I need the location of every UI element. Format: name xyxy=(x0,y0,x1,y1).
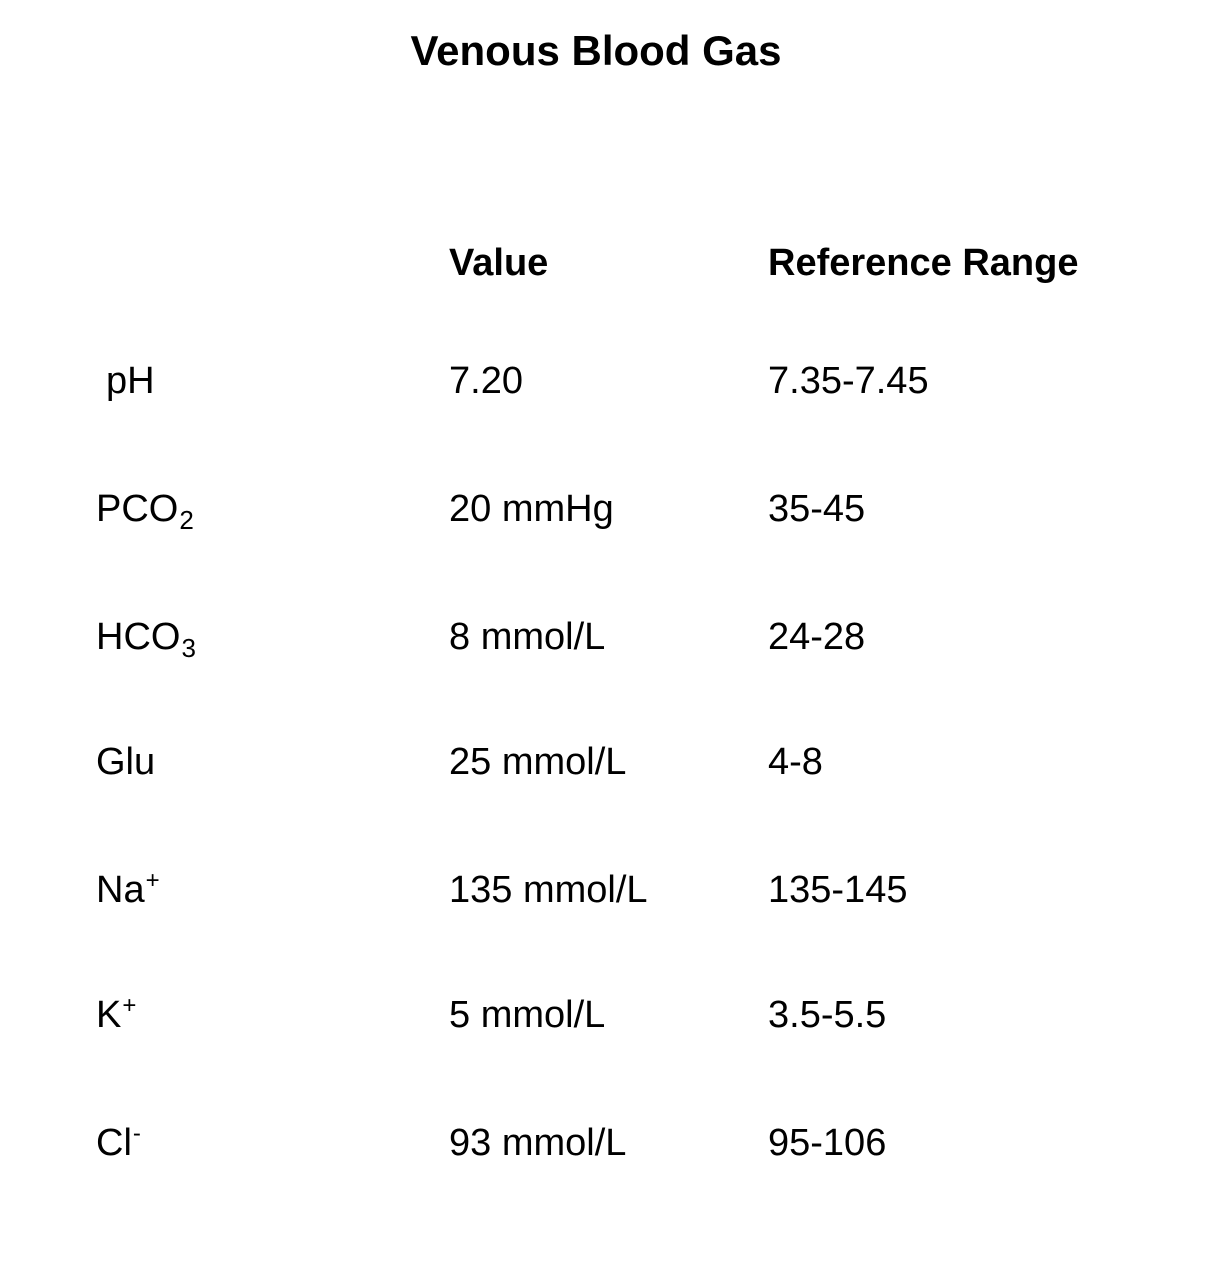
parameter-label: PCO xyxy=(96,488,179,530)
parameter-label: pH xyxy=(106,360,155,402)
range-k: 3.5-5.5 xyxy=(768,994,887,1036)
page-title: Venous Blood Gas xyxy=(410,27,782,74)
parameter-label: Na xyxy=(96,869,145,911)
parameter-label: K xyxy=(96,994,122,1036)
parameter-pco2: PCO2 xyxy=(96,484,194,537)
column-header-value: Value xyxy=(449,242,549,284)
range-hco3: 24-28 xyxy=(768,616,866,658)
parameter-superscript: + xyxy=(145,867,160,894)
range-pco2: 35-45 xyxy=(768,488,866,530)
parameter-label: Cl xyxy=(96,1122,132,1164)
parameter-subscript: 2 xyxy=(179,505,194,535)
range-cl: 95-106 xyxy=(768,1122,887,1164)
parameter-k: K+ xyxy=(96,990,136,1045)
value-pco2: 20 mmHg xyxy=(449,488,614,530)
parameter-cl: Cl- xyxy=(96,1118,141,1173)
value-k: 5 mmol/L xyxy=(449,994,606,1036)
value-cl: 93 mmol/L xyxy=(449,1122,627,1164)
value-ph: 7.20 xyxy=(449,360,523,402)
range-na: 135-145 xyxy=(768,869,908,911)
parameter-label: HCO xyxy=(96,616,181,658)
parameter-glu: Glu xyxy=(96,737,155,787)
parameter-label: Glu xyxy=(96,741,156,783)
range-glu: 4-8 xyxy=(768,741,823,783)
value-na: 135 mmol/L xyxy=(449,869,648,911)
parameter-na: Na+ xyxy=(96,865,160,920)
parameter-superscript: - xyxy=(132,1120,141,1147)
parameter-hco3: HCO3 xyxy=(96,612,196,665)
value-hco3: 8 mmol/L xyxy=(449,616,606,658)
parameter-superscript: + xyxy=(122,992,137,1019)
parameter-subscript: 3 xyxy=(181,633,196,663)
column-header-reference-range: Reference Range xyxy=(768,242,1079,284)
parameter-ph: pH xyxy=(106,356,155,406)
range-ph: 7.35-7.45 xyxy=(768,360,929,402)
value-glu: 25 mmol/L xyxy=(449,741,627,783)
